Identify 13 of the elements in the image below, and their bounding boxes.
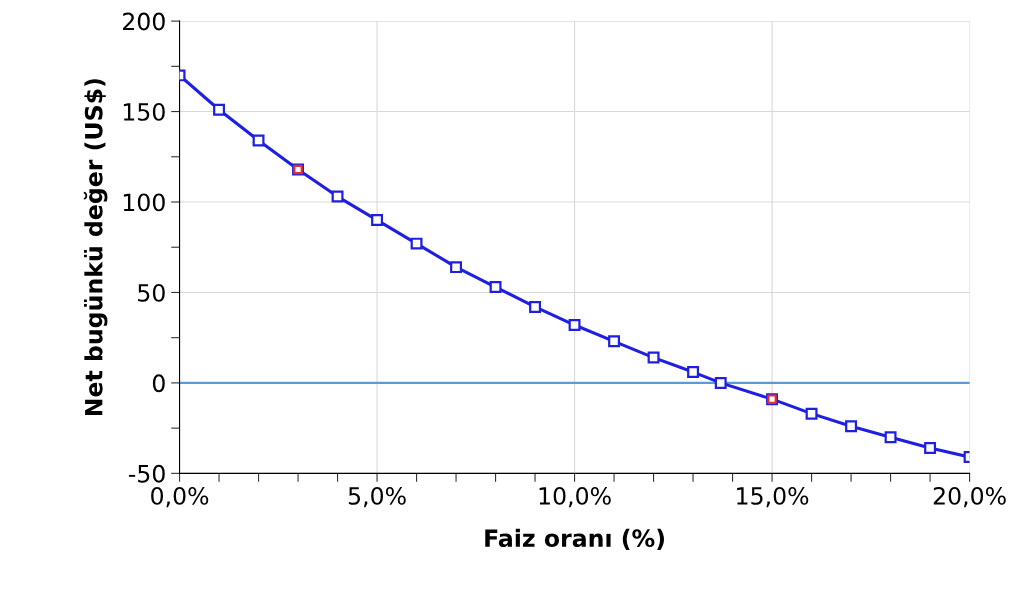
y-tick-label: 0	[152, 374, 165, 393]
y-tick-label: 100	[123, 193, 165, 212]
x-axis-title: Faiz oranı (%)	[485, 528, 664, 550]
x-tick-label: 20,0%	[933, 486, 1006, 508]
y-tick-label: -50	[128, 464, 165, 483]
x-tick-label: 10,0%	[539, 486, 611, 508]
y-axis-title: Net bugünkü değer (US$)	[83, 79, 108, 416]
x-tick-label: 15,0%	[737, 486, 809, 508]
y-tick-label: 50	[138, 283, 165, 302]
y-tick-label: 200	[123, 12, 165, 31]
x-tick-label: 0,0%	[151, 486, 209, 508]
y-tick-label: 150	[123, 103, 165, 121]
x-tick-label: 5,0%	[348, 486, 406, 508]
